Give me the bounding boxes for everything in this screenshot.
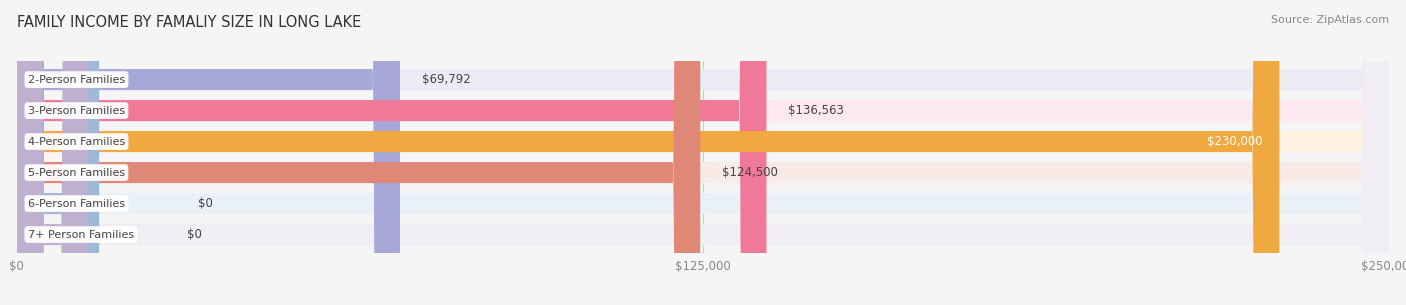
- FancyBboxPatch shape: [17, 0, 700, 305]
- Text: 5-Person Families: 5-Person Families: [28, 167, 125, 178]
- FancyBboxPatch shape: [17, 0, 100, 305]
- Text: $230,000: $230,000: [1208, 135, 1263, 148]
- Text: 3-Person Families: 3-Person Families: [28, 106, 125, 116]
- Text: 7+ Person Families: 7+ Person Families: [28, 230, 134, 239]
- Text: $69,792: $69,792: [422, 73, 471, 86]
- FancyBboxPatch shape: [17, 0, 1279, 305]
- Text: 4-Person Families: 4-Person Families: [28, 137, 125, 147]
- Text: 6-Person Families: 6-Person Families: [28, 199, 125, 209]
- Text: Source: ZipAtlas.com: Source: ZipAtlas.com: [1271, 15, 1389, 25]
- FancyBboxPatch shape: [17, 0, 1389, 305]
- FancyBboxPatch shape: [17, 0, 1389, 305]
- Text: $0: $0: [198, 197, 212, 210]
- FancyBboxPatch shape: [17, 0, 1389, 305]
- Text: 2-Person Families: 2-Person Families: [28, 75, 125, 84]
- FancyBboxPatch shape: [17, 0, 1389, 305]
- Text: $136,563: $136,563: [789, 104, 844, 117]
- FancyBboxPatch shape: [17, 0, 766, 305]
- FancyBboxPatch shape: [17, 0, 89, 305]
- FancyBboxPatch shape: [17, 0, 1389, 305]
- FancyBboxPatch shape: [17, 0, 399, 305]
- FancyBboxPatch shape: [17, 0, 1389, 305]
- Text: FAMILY INCOME BY FAMALIY SIZE IN LONG LAKE: FAMILY INCOME BY FAMALIY SIZE IN LONG LA…: [17, 15, 361, 30]
- Text: $124,500: $124,500: [723, 166, 778, 179]
- Text: $0: $0: [187, 228, 202, 241]
